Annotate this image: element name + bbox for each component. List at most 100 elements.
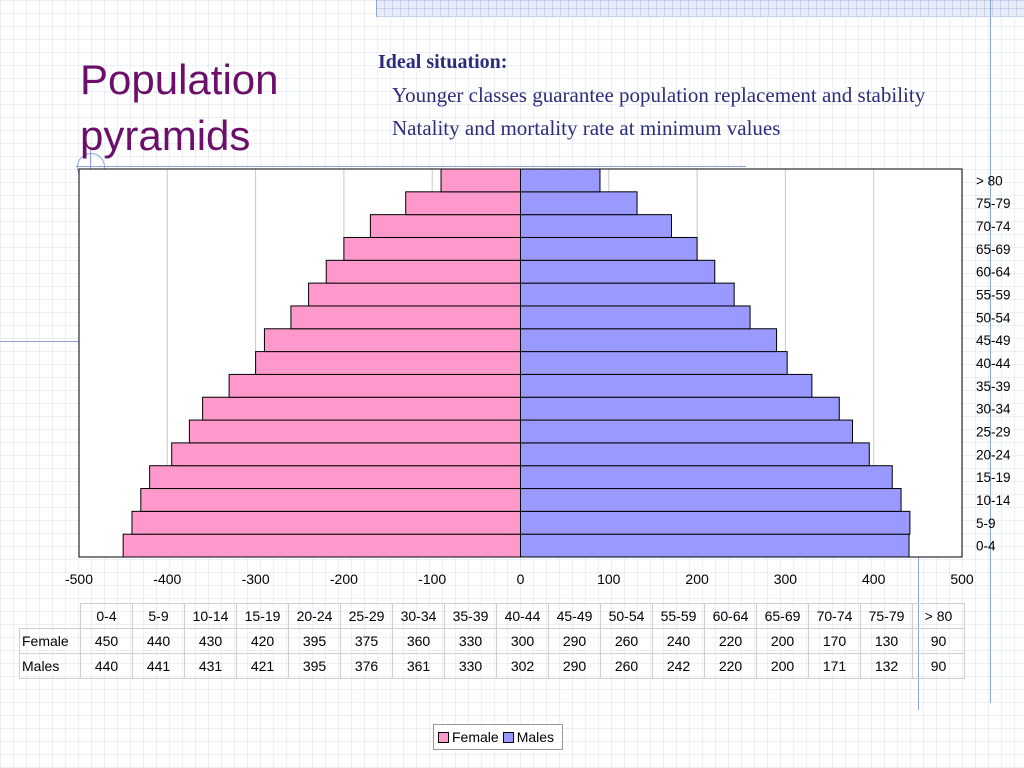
table-header-cell: 0-4 xyxy=(80,603,133,629)
category-label: 25-29 xyxy=(976,424,1011,439)
table-cell-males: 242 xyxy=(652,653,705,679)
table-cell-males: 200 xyxy=(756,653,809,679)
table-header-cell: 70-74 xyxy=(808,603,861,629)
x-tick-label: 400 xyxy=(862,571,886,587)
bar-males xyxy=(520,373,813,398)
table-cell-males: 90 xyxy=(912,653,965,679)
category-label: 10-14 xyxy=(976,493,1011,508)
table-header-cell: 25-29 xyxy=(340,603,393,629)
top-decorative-band xyxy=(376,0,1024,17)
table-cell-female: 300 xyxy=(496,628,549,654)
category-label: 15-19 xyxy=(976,470,1011,485)
bar-female xyxy=(202,396,521,421)
category-label: 5-9 xyxy=(976,516,996,531)
category-label: 20-24 xyxy=(976,447,1011,462)
bullet-2-text: Natality and mortality rate at minimum v… xyxy=(392,116,781,140)
category-label: 70-74 xyxy=(976,219,1011,234)
category-label: > 80 xyxy=(976,173,1003,188)
bar-males xyxy=(520,442,870,467)
table-header-cell: 20-24 xyxy=(288,603,341,629)
category-label: 65-69 xyxy=(976,242,1011,257)
table-cell-female: 360 xyxy=(392,628,445,654)
table-row-label: Males xyxy=(19,653,81,679)
bar-female xyxy=(140,488,521,512)
x-tick-label: 500 xyxy=(950,571,974,587)
table-corner xyxy=(20,604,81,629)
table-cell-males: 260 xyxy=(600,653,653,679)
chart-legend: Female Males xyxy=(433,724,564,750)
population-pyramid-chart: -500 -400 -300 -200 -100 0 100 200 300 400 500 0-4 5… xyxy=(65,168,1011,587)
table-cell-female: 375 xyxy=(340,628,393,654)
legend-swatch-males xyxy=(502,731,514,743)
deco-line-title-horizontal xyxy=(76,166,746,167)
x-tick-label: -300 xyxy=(242,571,270,587)
bar-female xyxy=(290,305,522,330)
category-label: 40-44 xyxy=(976,356,1011,371)
category-label: 0-4 xyxy=(976,539,996,554)
category-label: 30-34 xyxy=(976,402,1011,417)
bullet-1-text: Younger classes guarantee population rep… xyxy=(392,83,926,107)
bar-female xyxy=(325,259,521,284)
category-label: 60-64 xyxy=(976,265,1011,280)
bar-female xyxy=(228,373,522,398)
deco-line-right-vertical xyxy=(990,0,991,703)
x-tick-label: -100 xyxy=(418,571,446,587)
table-header-cell: 5-9 xyxy=(132,603,185,629)
bar-female xyxy=(122,533,522,558)
table-cell-female: 130 xyxy=(860,628,913,654)
legend-item-males: Males xyxy=(502,729,554,745)
bar-males xyxy=(520,168,601,193)
bar-female xyxy=(188,419,521,444)
bar-males xyxy=(520,214,672,238)
category-label: 45-49 xyxy=(976,333,1011,348)
x-tick-label: -200 xyxy=(330,571,358,587)
category-label: 35-39 xyxy=(976,379,1011,394)
data-table: 0-4 5-9 10-14 15-19 20-24 25-29 30-34 35-39 40-4… xyxy=(19,603,965,679)
bar-female xyxy=(131,510,521,535)
table-header-cell: 35-39 xyxy=(444,603,497,629)
x-tick-label: 300 xyxy=(774,571,798,587)
bar-female xyxy=(171,442,521,467)
bar-female xyxy=(263,328,521,353)
table-cell-males: 330 xyxy=(444,653,497,679)
bar-female xyxy=(308,282,521,307)
bar-female xyxy=(149,465,521,490)
bullet-2: Natality and mortality rate at minimum … xyxy=(378,112,998,145)
bar-female xyxy=(255,351,521,375)
bar-female xyxy=(440,168,521,193)
table-cell-males: 302 xyxy=(496,653,549,679)
bullet-glyph:  xyxy=(378,112,394,145)
table-cell-males: 440 xyxy=(80,653,133,679)
table-cell-female: 330 xyxy=(444,628,497,654)
category-label: 55-59 xyxy=(976,288,1011,303)
table-cell-males: 220 xyxy=(704,653,757,679)
deco-line-top-vertical xyxy=(376,0,377,17)
bar-males xyxy=(520,419,854,444)
bar-males xyxy=(520,305,751,330)
x-tick-label: 100 xyxy=(597,571,621,587)
legend-label-female: Female xyxy=(452,729,499,745)
plot-border xyxy=(78,168,963,558)
table-cell-males: 395 xyxy=(288,653,341,679)
bar-males xyxy=(520,510,911,535)
table-header-cell: 75-79 xyxy=(860,603,913,629)
table-cell-female: 420 xyxy=(236,628,289,654)
table-header-cell: 60-64 xyxy=(704,603,757,629)
table-header-cell: 15-19 xyxy=(236,603,289,629)
table-row-label: Female xyxy=(19,628,81,654)
bar-female xyxy=(405,191,521,216)
table-cell-female: 220 xyxy=(704,628,757,654)
table-header-cell: 45-49 xyxy=(548,603,601,629)
x-tick-label: 200 xyxy=(685,571,709,587)
bar-males xyxy=(520,236,698,261)
table-header-cell: 50-54 xyxy=(600,603,653,629)
table-header-cell: 65-69 xyxy=(756,603,809,629)
table-cell-males: 171 xyxy=(808,653,861,679)
bar-female xyxy=(343,236,521,261)
table-header-cell: 10-14 xyxy=(184,603,237,629)
table-cell-female: 170 xyxy=(808,628,861,654)
table-cell-female: 290 xyxy=(548,628,601,654)
bar-males xyxy=(520,465,893,490)
table-cell-males: 290 xyxy=(548,653,601,679)
table-cell-males: 431 xyxy=(184,653,237,679)
